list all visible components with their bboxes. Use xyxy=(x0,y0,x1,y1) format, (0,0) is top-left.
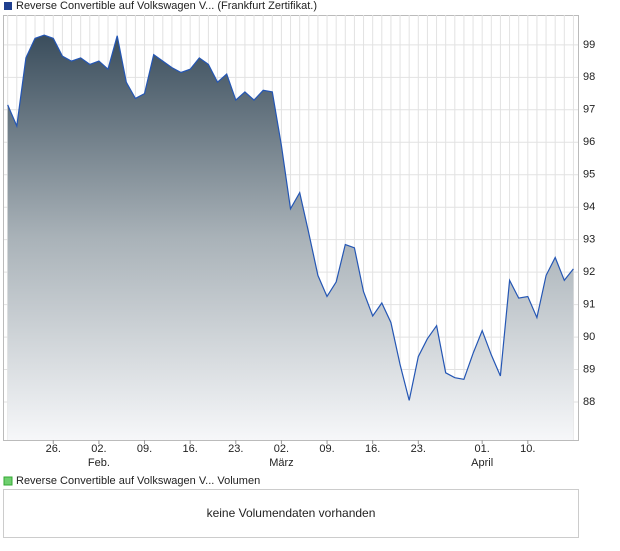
y-tick-label: 93 xyxy=(583,234,595,246)
y-tick-label: 98 xyxy=(583,71,595,83)
x-tick-label: 10. xyxy=(520,443,535,455)
legend-text: Reverse Convertible auf Volkswagen V... … xyxy=(16,0,317,12)
y-tick-label: 99 xyxy=(583,39,595,51)
y-tick-label: 90 xyxy=(583,331,595,343)
x-tick-label: 16. xyxy=(183,443,198,455)
x-tick-label: 23. xyxy=(228,443,243,455)
area xyxy=(7,35,574,440)
x-tick-label: 23. xyxy=(411,443,426,455)
x-tick-label: 26. xyxy=(46,443,61,455)
y-tick-label: 96 xyxy=(583,136,595,148)
legend-swatch xyxy=(3,476,13,486)
y-tick-label: 91 xyxy=(583,299,595,311)
line xyxy=(7,34,574,401)
x-tick-label: 02. xyxy=(274,443,289,455)
month-label: Feb. xyxy=(88,457,110,469)
volume-panel xyxy=(3,489,579,538)
month-label: April xyxy=(471,457,493,469)
x-tick-label: 09. xyxy=(319,443,334,455)
volume-note: keine Volumendaten vorhanden xyxy=(207,506,376,520)
y-tick-label: 94 xyxy=(583,201,595,213)
y-tick-label: 92 xyxy=(583,266,595,278)
legend-text: Reverse Convertible auf Volkswagen V... … xyxy=(16,475,260,487)
legend-swatch xyxy=(4,2,12,10)
y-tick-label: 89 xyxy=(583,363,595,375)
x-tick-label: 01. xyxy=(475,443,490,455)
y-tick-label: 88 xyxy=(583,396,595,408)
x-tick-label: 02. xyxy=(91,443,106,455)
x-tick-label: 09. xyxy=(137,443,152,455)
y-tick-label: 95 xyxy=(583,169,595,181)
y-tick-label: 97 xyxy=(583,104,595,116)
month-label: März xyxy=(269,457,293,469)
x-tick-label: 16. xyxy=(365,443,380,455)
